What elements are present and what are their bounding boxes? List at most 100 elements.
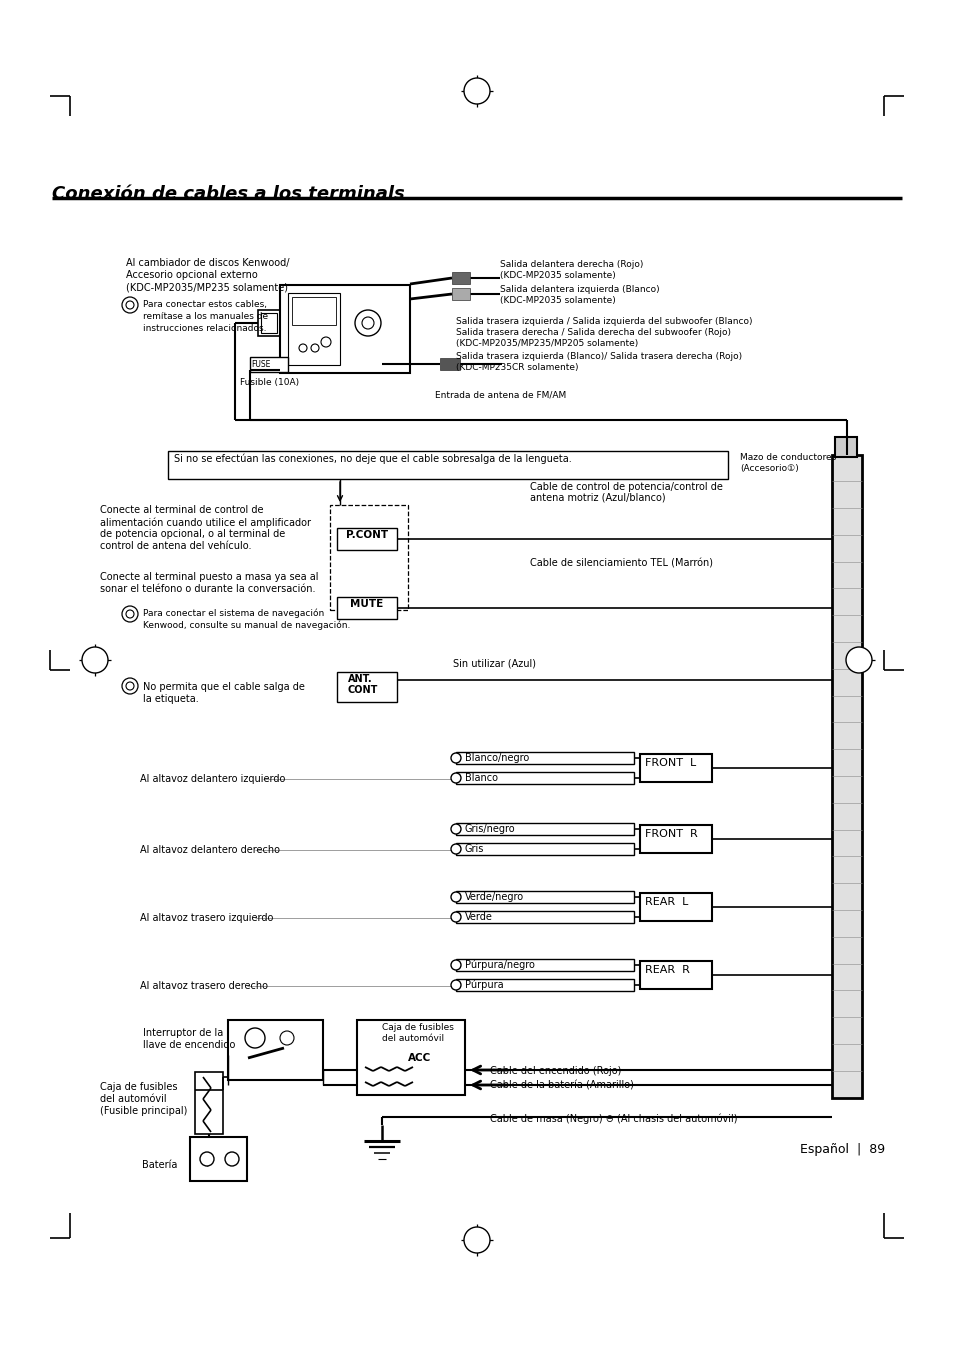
Text: Gris/negro: Gris/negro <box>464 824 515 834</box>
Bar <box>250 356 288 373</box>
Text: REAR  R: REAR R <box>644 965 689 975</box>
Circle shape <box>320 338 331 347</box>
Bar <box>190 1137 247 1181</box>
Circle shape <box>298 344 307 352</box>
Text: ACC: ACC <box>408 1053 431 1062</box>
Text: del automóvil: del automóvil <box>381 1034 444 1044</box>
Text: MUTE: MUTE <box>350 599 383 609</box>
Text: Gris: Gris <box>464 844 484 855</box>
Text: FRONT  L: FRONT L <box>644 757 696 768</box>
Text: Conecte al terminal puesto a masa ya sea al: Conecte al terminal puesto a masa ya sea… <box>100 572 318 582</box>
Bar <box>194 1072 223 1134</box>
Text: Fusible (10A): Fusible (10A) <box>240 378 299 387</box>
Text: Al altavoz delantero derecho: Al altavoz delantero derecho <box>140 845 280 855</box>
Text: Salida trasera izquierda (Blanco)/ Salida trasera derecha (Rojo): Salida trasera izquierda (Blanco)/ Salid… <box>456 352 741 360</box>
Circle shape <box>355 310 380 336</box>
Text: Entrada de antena de FM/AM: Entrada de antena de FM/AM <box>435 390 566 400</box>
Text: CONT: CONT <box>348 684 378 695</box>
Text: Púrpura: Púrpura <box>464 980 503 991</box>
Bar <box>456 911 634 923</box>
Text: Cable de masa (Negro) ⊖ (Al chasis del automóvil): Cable de masa (Negro) ⊖ (Al chasis del a… <box>490 1112 737 1123</box>
Text: Cable del encendido (Rojo): Cable del encendido (Rojo) <box>490 1066 620 1076</box>
Text: FUSE: FUSE <box>251 360 270 369</box>
Text: Interruptor de la: Interruptor de la <box>143 1027 223 1038</box>
Text: Batería: Batería <box>142 1160 177 1170</box>
Text: llave de encendido: llave de encendido <box>143 1040 235 1050</box>
Text: (KDC-MP2035/MP235 solamente): (KDC-MP2035/MP235 solamente) <box>126 282 288 292</box>
Text: Al cambiador de discos Kenwood/: Al cambiador de discos Kenwood/ <box>126 258 289 269</box>
Text: Cable de control de potencia/control de: Cable de control de potencia/control de <box>530 482 722 491</box>
Bar <box>336 597 396 620</box>
Text: Caja de fusibles: Caja de fusibles <box>381 1023 454 1031</box>
Circle shape <box>361 317 374 329</box>
Bar <box>639 961 711 990</box>
Circle shape <box>126 682 133 690</box>
Circle shape <box>451 892 460 902</box>
Text: Verde/negro: Verde/negro <box>464 892 523 902</box>
Text: (Accesorio①): (Accesorio①) <box>740 464 798 472</box>
Bar <box>452 288 470 300</box>
Text: (KDC-MP2035 solamente): (KDC-MP2035 solamente) <box>499 296 615 305</box>
Text: FRONT  R: FRONT R <box>644 829 697 838</box>
Bar <box>168 451 727 479</box>
Text: control de antena del vehículo.: control de antena del vehículo. <box>100 541 252 551</box>
Bar <box>639 755 711 782</box>
Circle shape <box>126 301 133 309</box>
Circle shape <box>122 297 138 313</box>
Circle shape <box>451 824 460 834</box>
Text: Para conectar estos cables,: Para conectar estos cables, <box>143 300 267 309</box>
Text: Conecte al terminal de control de: Conecte al terminal de control de <box>100 505 263 514</box>
Circle shape <box>200 1152 213 1166</box>
Bar <box>336 672 396 702</box>
Text: REAR  L: REAR L <box>644 896 688 907</box>
Bar <box>356 1021 464 1095</box>
Bar <box>456 979 634 991</box>
Text: Al altavoz trasero izquierdo: Al altavoz trasero izquierdo <box>140 913 274 923</box>
Circle shape <box>463 78 490 104</box>
Bar <box>336 528 396 549</box>
Bar <box>280 285 410 373</box>
Text: Salida trasera derecha / Salida derecha del subwoofer (Rojo): Salida trasera derecha / Salida derecha … <box>456 328 730 338</box>
Text: Español  |  89: Español | 89 <box>800 1143 884 1156</box>
Text: Si no se efectúan las conexiones, no deje que el cable sobresalga de la lengueta: Si no se efectúan las conexiones, no dej… <box>173 454 571 464</box>
Text: Mazo de conductores: Mazo de conductores <box>740 454 836 462</box>
Text: antena motriz (Azul/blanco): antena motriz (Azul/blanco) <box>530 493 665 504</box>
Circle shape <box>122 678 138 694</box>
Text: (KDC-MP2035 solamente): (KDC-MP2035 solamente) <box>499 271 615 279</box>
Circle shape <box>845 647 871 674</box>
Text: sonar el teléfono o durante la conversación.: sonar el teléfono o durante la conversac… <box>100 585 315 594</box>
Bar <box>456 842 634 855</box>
Text: del automóvil: del automóvil <box>100 1094 167 1104</box>
Text: Salida delantera derecha (Rojo): Salida delantera derecha (Rojo) <box>499 261 642 269</box>
Text: No permita que el cable salga de: No permita que el cable salga de <box>143 682 305 693</box>
Bar <box>456 824 634 836</box>
Text: Púrpura/negro: Púrpura/negro <box>464 960 535 971</box>
Text: Cable de silenciamiento TEL (Marrón): Cable de silenciamiento TEL (Marrón) <box>530 558 712 568</box>
Text: Kenwood, consulte su manual de navegación.: Kenwood, consulte su manual de navegació… <box>143 621 350 630</box>
Circle shape <box>463 1227 490 1253</box>
Text: Caja de fusibles: Caja de fusibles <box>100 1081 177 1092</box>
Text: Al altavoz delantero izquierdo: Al altavoz delantero izquierdo <box>140 774 285 784</box>
Bar <box>639 892 711 921</box>
Text: Accesorio opcional externo: Accesorio opcional externo <box>126 270 257 279</box>
Circle shape <box>451 980 460 990</box>
Circle shape <box>451 753 460 763</box>
Text: de potencia opcional, o al terminal de: de potencia opcional, o al terminal de <box>100 529 285 539</box>
Circle shape <box>126 610 133 618</box>
Circle shape <box>451 960 460 971</box>
Text: (Fusible principal): (Fusible principal) <box>100 1106 187 1116</box>
Bar <box>834 437 856 458</box>
Text: la etiqueta.: la etiqueta. <box>143 694 198 703</box>
Text: Al altavoz trasero derecho: Al altavoz trasero derecho <box>140 981 268 991</box>
Circle shape <box>451 844 460 855</box>
Bar <box>257 310 280 336</box>
Bar <box>228 1021 323 1080</box>
Text: remítase a los manuales de: remítase a los manuales de <box>143 312 268 321</box>
Text: (KDC-MP2035/MP235/MP205 solamente): (KDC-MP2035/MP235/MP205 solamente) <box>456 339 638 348</box>
Circle shape <box>280 1031 294 1045</box>
Bar <box>456 958 634 971</box>
Bar <box>456 772 634 784</box>
Bar <box>292 297 335 325</box>
Text: (KDC-MP235CR solamente): (KDC-MP235CR solamente) <box>456 363 578 373</box>
Circle shape <box>245 1027 265 1048</box>
